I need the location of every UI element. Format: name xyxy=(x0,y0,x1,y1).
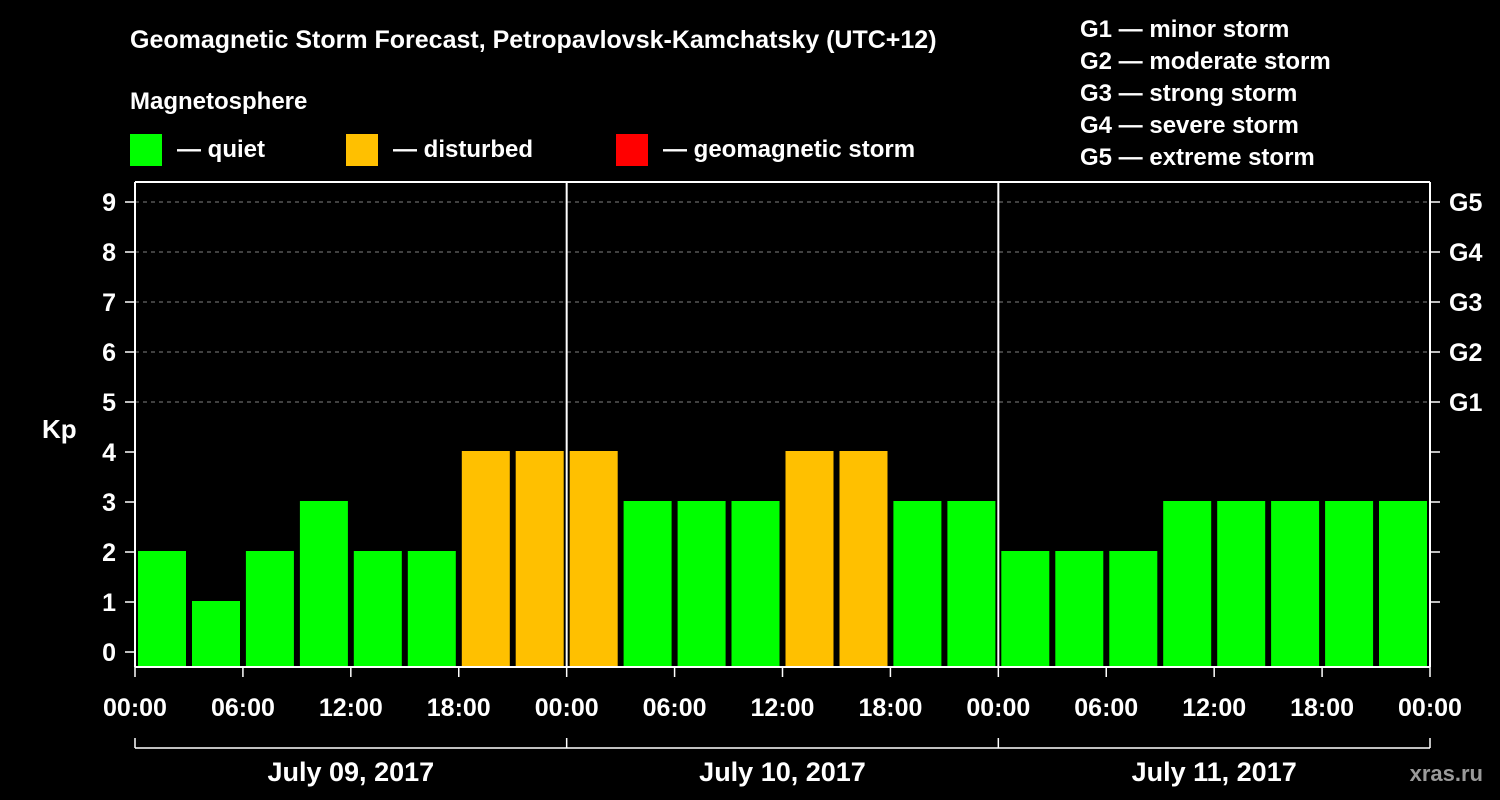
kp-bar-22 xyxy=(1325,501,1374,667)
x-tick-label-10: 12:00 xyxy=(1182,694,1246,722)
chart-title: Geomagnetic Storm Forecast, Petropavlovs… xyxy=(130,26,937,54)
legend-label-storm: — geomagnetic storm xyxy=(663,136,915,163)
y-tick-label-3: 3 xyxy=(102,489,116,517)
x-tick-label-2: 12:00 xyxy=(319,694,383,722)
legend-label-quiet: — quiet xyxy=(177,136,265,163)
y-tick-label-4: 4 xyxy=(102,439,116,467)
y-tick-label-7: 7 xyxy=(102,289,116,317)
kp-bar-5 xyxy=(407,551,456,667)
g-scale-label-1: G2 xyxy=(1449,339,1482,367)
y-tick-label-6: 6 xyxy=(102,339,116,367)
x-tick-label-6: 12:00 xyxy=(751,694,815,722)
kp-bar-19 xyxy=(1163,501,1212,667)
kp-bar-12 xyxy=(785,451,834,667)
storm-scale-g3: G3 — strong storm xyxy=(1080,80,1297,107)
kp-bar-1 xyxy=(192,601,240,667)
kp-bar-14 xyxy=(893,501,942,667)
x-tick-label-3: 18:00 xyxy=(427,694,491,722)
y-tick-label-5: 5 xyxy=(102,389,116,417)
kp-bar-7 xyxy=(515,451,564,667)
kp-bar-3 xyxy=(299,501,348,667)
day-label-2: July 11, 2017 xyxy=(1132,757,1297,787)
day-label-0: July 09, 2017 xyxy=(268,757,435,787)
x-tick-label-1: 06:00 xyxy=(211,694,275,722)
x-axis-ticks: 00:00 06:00 12:00 18:00 00:00 06:00 12:00 18:00… xyxy=(103,667,1462,722)
storm-scale-g1: G1 — minor storm xyxy=(1080,16,1289,43)
kp-bar-6 xyxy=(461,451,510,667)
g-scale-label-3: G4 xyxy=(1449,239,1482,267)
watermark: xras.ru xyxy=(1410,761,1483,786)
g-scale-axis: G1 G2 G3 G4 G5 xyxy=(1430,189,1482,603)
kp-bar-13 xyxy=(839,451,888,667)
legend-label-disturbed: — disturbed xyxy=(393,136,533,163)
g-scale-label-4: G5 xyxy=(1449,189,1482,217)
kp-bar-21 xyxy=(1271,501,1320,667)
bars xyxy=(138,451,1427,667)
kp-bar-20 xyxy=(1217,501,1266,667)
x-tick-label-5: 06:00 xyxy=(643,694,707,722)
storm-scale-legend: G1 — minor storm G2 — moderate storm G3 … xyxy=(1080,16,1331,171)
kp-bar-15 xyxy=(947,501,996,667)
y-axis-ticks: 0 1 2 3 4 5 6 7 8 9 xyxy=(102,189,135,667)
legend-title: Magnetosphere xyxy=(130,88,307,115)
storm-scale-g5: G5 — extreme storm xyxy=(1080,144,1315,171)
storm-scale-g2: G2 — moderate storm xyxy=(1080,48,1331,75)
kp-bar-10 xyxy=(677,501,726,667)
legend-swatch-disturbed xyxy=(346,134,378,166)
y-tick-label-0: 0 xyxy=(102,639,116,667)
kp-bar-18 xyxy=(1109,551,1158,667)
x-tick-label-11: 18:00 xyxy=(1290,694,1354,722)
kp-bar-17 xyxy=(1055,551,1104,667)
g-scale-label-2: G3 xyxy=(1449,289,1482,317)
x-tick-label-8: 00:00 xyxy=(966,694,1030,722)
x-tick-label-0: 00:00 xyxy=(103,694,167,722)
y-tick-label-8: 8 xyxy=(102,239,116,267)
day-label-1: July 10, 2017 xyxy=(699,757,866,787)
kp-bar-0 xyxy=(138,551,186,667)
y-tick-label-9: 9 xyxy=(102,189,116,217)
legend-swatch-storm xyxy=(616,134,648,166)
kp-bar-9 xyxy=(623,501,672,667)
x-tick-label-7: 18:00 xyxy=(858,694,922,722)
x-tick-label-4: 00:00 xyxy=(535,694,599,722)
x-tick-label-9: 06:00 xyxy=(1074,694,1138,722)
magnetosphere-legend: — quiet — disturbed — geomagnetic storm xyxy=(130,134,915,166)
g-scale-label-0: G1 xyxy=(1449,389,1482,417)
y-tick-label-2: 2 xyxy=(102,539,116,567)
legend-swatch-quiet xyxy=(130,134,162,166)
storm-scale-g4: G4 — severe storm xyxy=(1080,112,1299,139)
x-tick-label-12: 00:00 xyxy=(1398,694,1462,722)
kp-bar-16 xyxy=(1001,551,1050,667)
kp-bar-4 xyxy=(353,551,402,667)
y-axis-label: Kp xyxy=(42,414,77,444)
kp-bar-23 xyxy=(1379,501,1427,667)
y-tick-label-1: 1 xyxy=(102,589,116,617)
day-brackets: July 09, 2017 July 10, 2017 July 11, 2017 xyxy=(134,738,1431,787)
kp-bar-2 xyxy=(245,551,294,667)
kp-bar-11 xyxy=(731,501,780,667)
kp-bar-8 xyxy=(569,451,618,667)
